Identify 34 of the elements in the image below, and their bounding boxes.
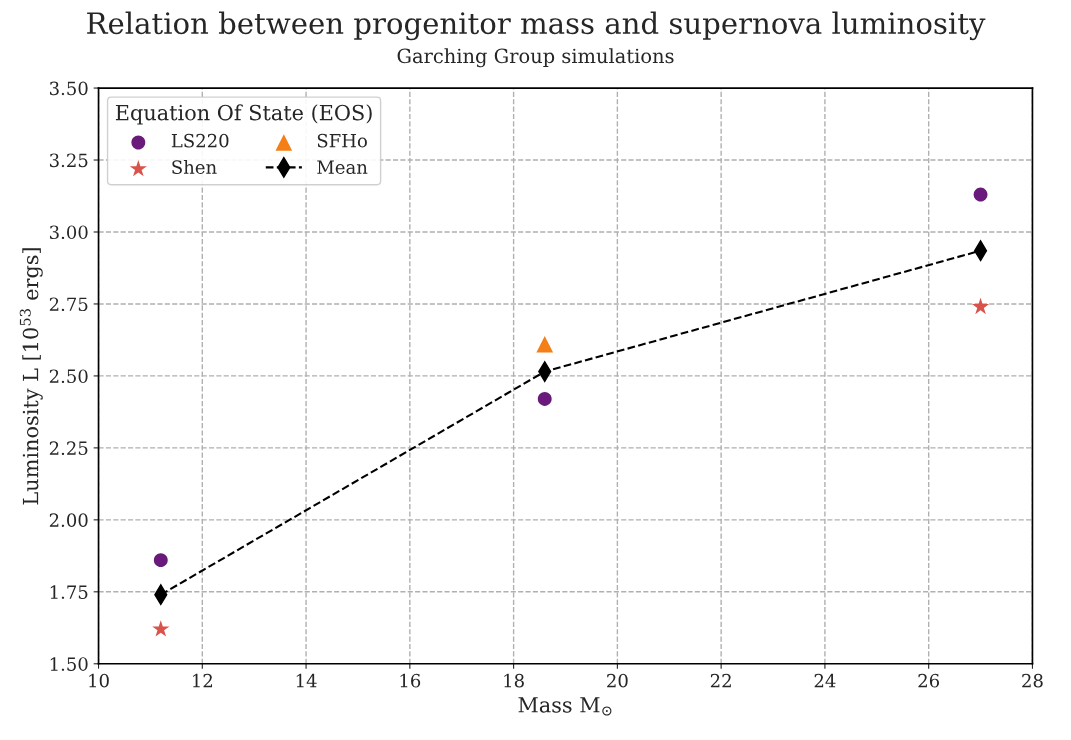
- legend-label: Mean: [317, 160, 368, 174]
- point: [537, 392, 552, 406]
- legend-label: SFHo: [317, 133, 367, 148]
- x-tick-label: 14: [296, 673, 317, 688]
- y-tick-label: 1.75: [50, 585, 88, 599]
- x-tick-label: 16: [400, 673, 421, 688]
- y-tick-label: 2.50: [49, 369, 88, 384]
- point: [973, 187, 988, 202]
- chart-subtitle: Garching Group simulations: [397, 48, 674, 68]
- legend-label: LS220: [171, 133, 229, 148]
- point: [536, 335, 554, 353]
- x-tick-label: 10: [89, 673, 109, 688]
- point: [152, 620, 170, 637]
- x-tick-label: 22: [710, 673, 731, 688]
- x-tick-label: 12: [193, 673, 213, 688]
- y-tick-label: 2.75: [49, 297, 88, 312]
- x-tick-label: 18: [504, 673, 524, 688]
- legend-title: Equation Of State (EOS): [115, 104, 372, 125]
- y-tick-label: 1.50: [50, 657, 88, 671]
- y-tick-label: 3.50: [49, 81, 88, 96]
- point: [153, 553, 168, 568]
- y-tick-label: 2.00: [49, 513, 88, 527]
- y-tick-label: 3.00: [49, 225, 88, 240]
- chart-title: Relation between progenitor mass and supernova luminosity: [87, 11, 986, 41]
- x-tick-label: 20: [607, 673, 628, 688]
- x-tick-label: 28: [1022, 673, 1043, 688]
- point: [971, 297, 990, 315]
- x-tick-label: 26: [918, 673, 940, 688]
- x-axis-title: Mass M$_{⊙}$: [518, 697, 612, 716]
- y-tick-label: 2.25: [49, 441, 88, 455]
- y-tick-label: 3.25: [49, 153, 88, 168]
- legend-label: Shen: [172, 160, 217, 174]
- x-tick-label: 24: [814, 673, 836, 688]
- y-axis-title: Luminosity L [10$^{53}$ ergs]: [19, 248, 43, 505]
